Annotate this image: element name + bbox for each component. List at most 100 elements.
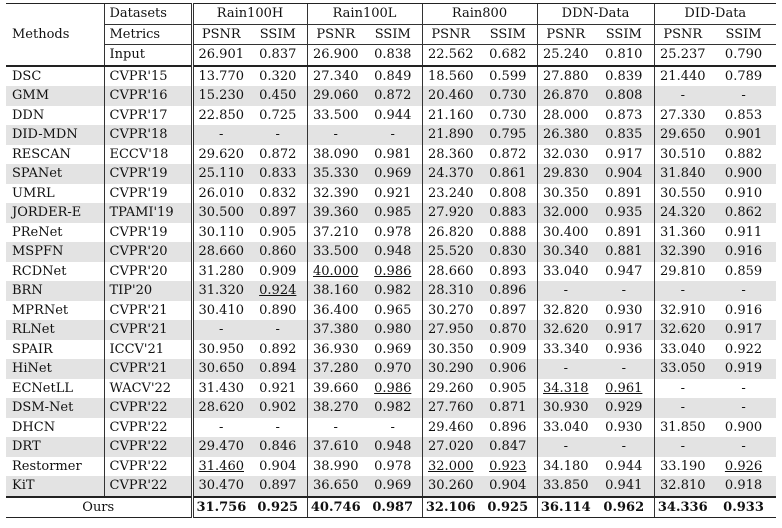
- score-cell: 0.900: [711, 418, 776, 438]
- score-value: 28.310: [428, 283, 474, 299]
- score-value: 30.400: [543, 224, 589, 240]
- table-row: DHCN CVPR'22 - - - - 29.460 0.896 33.040 0.930 31.…: [6, 417, 776, 438]
- score-value: 0.910: [724, 185, 763, 201]
- score-value: -: [741, 439, 746, 455]
- score-value: 0.859: [724, 263, 763, 279]
- score-cell: 0.808: [594, 86, 655, 106]
- table-row: GMM CVPR'16 15.230 0.450 29.060 0.872 20.460 0.…: [6, 86, 777, 106]
- score-value: 30.290: [428, 361, 474, 377]
- input-value-cell: 0.790: [711, 44, 777, 66]
- method-name: MSPFN: [6, 242, 104, 262]
- score-value: 24.370: [428, 166, 474, 182]
- score-cell: 0.860: [249, 242, 307, 262]
- score-value: 32.030: [543, 146, 589, 162]
- score-cell: -: [306, 417, 364, 437]
- score-value: 33.190: [660, 458, 706, 474]
- table-row: SPAIR ICCV'21 30.950 0.892 36.930 0.969 30.350…: [6, 339, 776, 360]
- score-value: 38.990: [313, 458, 359, 474]
- score-value: 37.380: [313, 322, 359, 338]
- results-table: Methods Datasets Rain100H Rain100L Rain8…: [6, 3, 777, 518]
- table-row: MPRNet CVPR'21 30.410 0.890 36.400 0.965 30.27…: [6, 300, 776, 320]
- input-row: Input 26.901 0.837 26.900 0.838 22.562 0.682 2…: [6, 44, 777, 66]
- input-value-cell: 25.240: [536, 44, 595, 66]
- score-cell: 0.846: [249, 437, 307, 457]
- method-name: MPRNet: [12, 302, 69, 318]
- score-value: 0.897: [259, 205, 297, 221]
- input-value-cell: 0.837: [249, 44, 307, 66]
- score-cell: 0.892: [249, 340, 307, 360]
- score-cell: 0.891: [594, 184, 654, 204]
- score-cell: 0.929: [594, 398, 655, 418]
- score-cell: 27.950: [421, 320, 480, 340]
- method-name: RESCAN: [12, 146, 71, 162]
- score-cell: -: [653, 86, 712, 106]
- ours-score-cell: 34.336: [653, 495, 712, 518]
- score-value: 38.090: [313, 146, 359, 162]
- score-value: 0.871: [489, 400, 527, 416]
- score-cell: 0.918: [711, 476, 777, 497]
- method-name: DRT: [6, 437, 104, 457]
- score-cell: 0.947: [594, 262, 654, 282]
- score-value: 0.980: [374, 322, 412, 338]
- metric-header: PSNR: [536, 23, 595, 45]
- score-cell: 30.400: [536, 222, 595, 242]
- score-value: 35.330: [313, 166, 359, 182]
- score-cell: 0.986: [364, 379, 422, 399]
- score-value: 33.500: [313, 244, 359, 260]
- score-cell: 0.847: [479, 437, 538, 457]
- table-row: DSC CVPR'15 13.770 0.320 27.340 0.849 18.560 0.…: [6, 64, 777, 86]
- score-cell: 30.550: [653, 183, 712, 203]
- method-venue: CVPR'22: [103, 456, 192, 476]
- score-cell: -: [190, 320, 249, 340]
- score-value: 0.870: [489, 322, 527, 338]
- table-row: RLNet CVPR'21 - - 37.380 0.980 27.950 0.870 32.6…: [6, 320, 777, 340]
- score-cell: 0.969: [364, 164, 423, 184]
- score-cell: -: [249, 125, 307, 145]
- score-value: -: [563, 439, 568, 455]
- score-value: 32.620: [660, 322, 706, 338]
- score-cell: 27.920: [421, 203, 480, 223]
- score-value: 31.360: [660, 224, 706, 240]
- score-cell: 30.650: [190, 359, 249, 379]
- score-value: 30.650: [198, 361, 245, 377]
- score-value: 0.905: [259, 224, 297, 240]
- score-cell: 0.985: [364, 203, 423, 223]
- score-cell: 29.260: [421, 378, 480, 398]
- score-value: 0.978: [374, 458, 412, 474]
- method-name: JORDER-E: [6, 203, 104, 223]
- method-name: Restormer: [12, 458, 82, 474]
- score-value: 29.650: [660, 127, 706, 143]
- score-value: -: [680, 380, 685, 396]
- score-cell: 20.460: [421, 86, 480, 106]
- score-value: 32.910: [660, 302, 706, 318]
- score-value: 27.920: [428, 205, 474, 221]
- score-cell: 30.510: [653, 144, 712, 164]
- score-cell: 33.500: [306, 242, 364, 262]
- score-cell: 37.610: [306, 437, 364, 457]
- ours-score-cell: 31.756: [190, 495, 249, 518]
- score-cell: 0.891: [594, 223, 654, 243]
- score-cell: 0.871: [479, 398, 538, 418]
- score-cell: 35.330: [306, 164, 364, 184]
- score-value: 39.660: [313, 380, 359, 396]
- score-cell: 21.160: [421, 105, 480, 125]
- score-value: 0.896: [489, 419, 527, 435]
- metric-header: SSIM: [364, 23, 423, 45]
- score-value: -: [219, 322, 224, 338]
- method-name: PReNet: [12, 224, 63, 240]
- results-table-container: Methods Datasets Rain100H Rain100L Rain8…: [6, 3, 777, 518]
- score-cell: 21.890: [421, 125, 480, 145]
- input-value-cell: 25.237: [653, 44, 712, 66]
- score-cell: 0.961: [594, 379, 654, 399]
- score-value: 30.550: [660, 185, 706, 201]
- input-value-cell: 22.562: [421, 44, 480, 66]
- table-row: Restormer CVPR'22 31.460 0.904 38.990 0.978 32…: [6, 456, 776, 476]
- score-value: 28.000: [543, 107, 589, 123]
- score-cell: 38.160: [306, 281, 364, 301]
- score-value: 29.830: [543, 166, 589, 182]
- score-value: 0.926: [724, 458, 763, 474]
- score-cell: 38.990: [306, 456, 364, 476]
- score-cell: 0.944: [364, 106, 422, 126]
- score-cell: 0.906: [479, 359, 538, 379]
- ours-score-cell: 0.987: [364, 495, 423, 518]
